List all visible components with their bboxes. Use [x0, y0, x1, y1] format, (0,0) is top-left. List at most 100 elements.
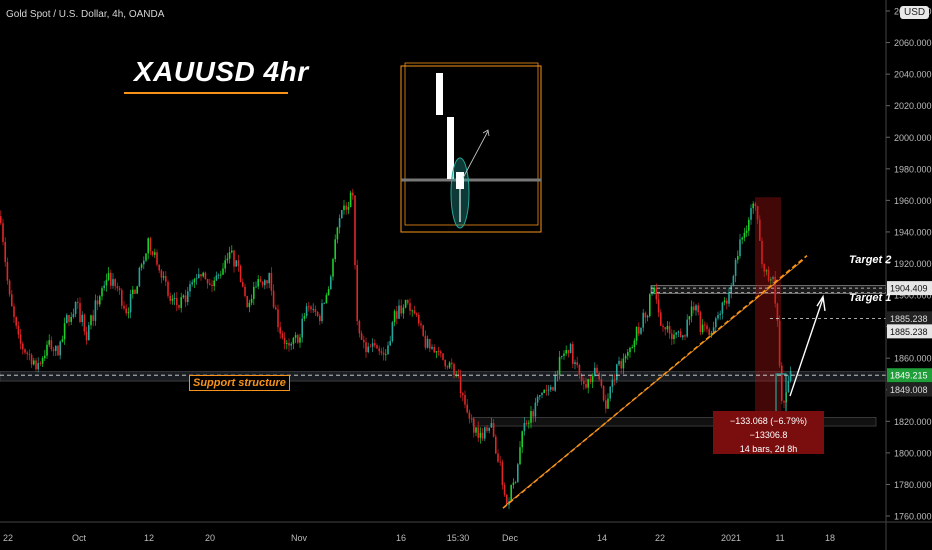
x-tick-label: 22 — [3, 533, 13, 543]
candle — [294, 335, 297, 338]
candle — [589, 379, 592, 382]
candle — [202, 272, 204, 277]
candle — [563, 353, 565, 357]
candle — [325, 295, 328, 304]
candle — [193, 279, 196, 283]
candle — [380, 351, 383, 353]
uptrend-line-solid — [505, 260, 804, 506]
candle — [303, 315, 306, 319]
candle — [112, 279, 114, 286]
candle — [127, 312, 130, 314]
candle — [451, 362, 453, 365]
candle — [728, 292, 730, 304]
candle — [737, 256, 739, 260]
candle — [660, 312, 662, 326]
candle — [693, 306, 695, 311]
candle — [354, 195, 356, 266]
candle — [46, 344, 48, 356]
support-structure-label: Support structure — [189, 375, 290, 391]
candle — [316, 311, 319, 316]
candle — [332, 259, 334, 277]
candle — [444, 359, 446, 367]
y-tick-label: 1860.000 — [894, 354, 932, 364]
candle — [215, 275, 218, 281]
candle — [90, 315, 92, 326]
candle — [688, 316, 691, 320]
candle — [440, 351, 442, 354]
candle — [244, 286, 246, 297]
price-label: 1885.238 — [890, 327, 928, 337]
candle — [162, 276, 165, 278]
measure-bars: 14 bars, 2d 8h — [739, 444, 798, 454]
y-tick-label: 1820.000 — [894, 417, 932, 427]
candle — [655, 288, 658, 300]
candle — [30, 354, 33, 365]
projection-arrow — [789, 297, 824, 397]
candle — [765, 269, 768, 272]
candle — [532, 411, 534, 417]
y-tick-label: 1760.000 — [894, 512, 932, 522]
price-label: 1849.215 — [890, 371, 928, 381]
candle — [17, 325, 20, 335]
candle — [488, 427, 490, 431]
candle — [314, 309, 317, 312]
candle — [57, 345, 59, 356]
price-label-bg — [887, 311, 932, 326]
candle — [671, 333, 673, 340]
candle — [519, 447, 521, 465]
candle — [389, 341, 391, 346]
candle — [228, 252, 231, 259]
candle — [622, 358, 625, 369]
candle — [235, 260, 237, 267]
candle — [138, 267, 141, 287]
x-tick-label: 16 — [396, 533, 406, 543]
candle — [358, 320, 361, 334]
candle — [686, 319, 688, 337]
candle — [567, 350, 570, 354]
candle — [690, 306, 693, 317]
candle — [92, 315, 94, 321]
candle — [132, 289, 134, 295]
candle — [209, 283, 211, 285]
candle — [105, 279, 108, 286]
candle — [330, 276, 332, 290]
inset-frame-outer — [400, 65, 542, 233]
candle — [600, 379, 603, 387]
candle — [321, 303, 323, 321]
candle — [275, 307, 277, 310]
candle — [596, 367, 598, 374]
candle — [541, 392, 543, 396]
candle — [633, 340, 636, 348]
candle — [52, 349, 55, 351]
inset-arrow — [462, 130, 489, 179]
candle — [385, 354, 387, 356]
candle — [341, 210, 343, 219]
candle — [620, 360, 622, 369]
y-tick-label: 1960.000 — [894, 196, 932, 206]
support-zone — [0, 371, 887, 382]
candle — [393, 311, 396, 323]
currency-badge[interactable]: USD — [900, 6, 930, 19]
candle — [565, 350, 567, 354]
candle — [789, 371, 792, 381]
candle — [224, 260, 226, 269]
candle — [552, 387, 554, 391]
candle — [701, 324, 704, 333]
candle — [4, 241, 6, 262]
candle — [464, 394, 466, 405]
candle — [220, 274, 222, 276]
candle — [413, 310, 416, 314]
candle — [114, 279, 116, 287]
candle — [754, 203, 757, 207]
pin-bar-inset — [400, 62, 542, 233]
candle — [55, 345, 57, 351]
candle — [776, 303, 779, 321]
candle — [587, 379, 589, 388]
candle — [404, 299, 407, 308]
candle — [481, 432, 484, 439]
price-label-bg — [887, 382, 932, 397]
candle — [195, 278, 198, 280]
candle — [365, 342, 367, 353]
candle — [644, 312, 647, 318]
